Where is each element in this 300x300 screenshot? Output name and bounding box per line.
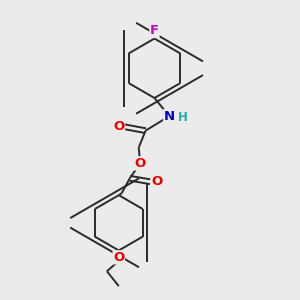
Text: O: O xyxy=(113,251,124,264)
Text: O: O xyxy=(113,120,124,133)
Text: N: N xyxy=(164,110,175,123)
Text: H: H xyxy=(178,111,187,124)
Text: O: O xyxy=(135,157,146,170)
Text: O: O xyxy=(151,175,162,188)
Text: F: F xyxy=(150,24,159,37)
